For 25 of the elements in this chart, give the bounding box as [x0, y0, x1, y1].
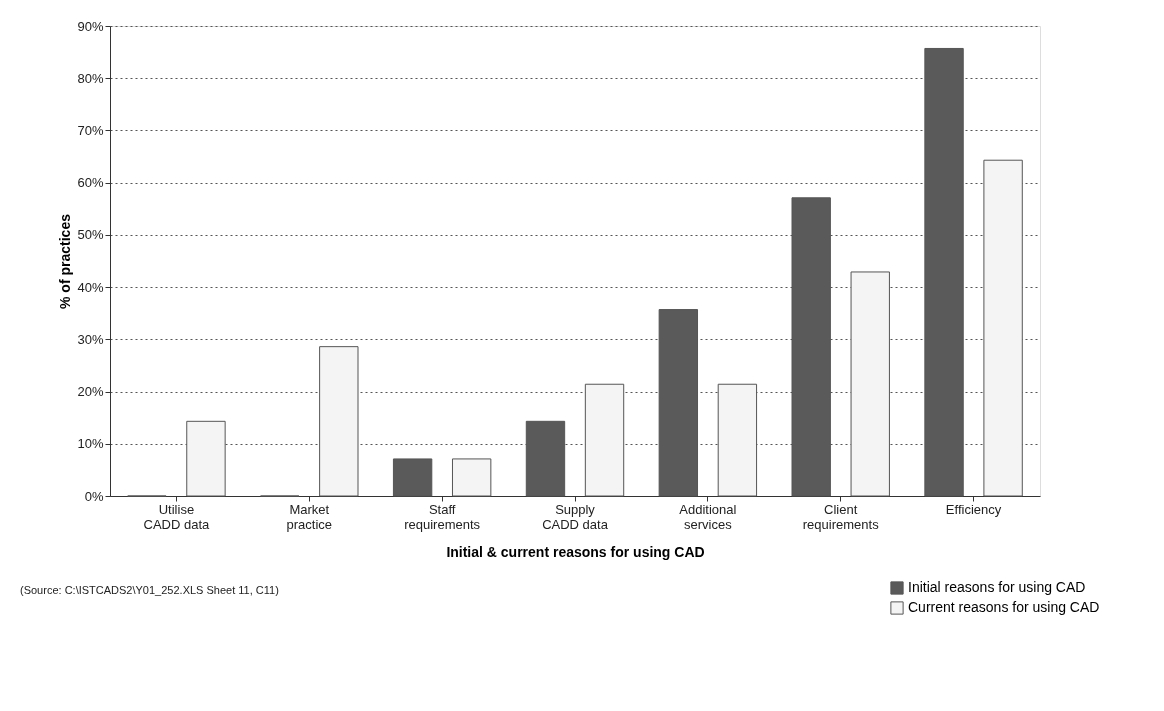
y-tick-label: 20%: [77, 384, 104, 400]
y-tick-label: 80%: [77, 70, 104, 86]
x-tick-label: Efficiency: [945, 501, 1002, 517]
bar: [392, 458, 433, 497]
x-tick-label: Client requirements: [802, 501, 880, 532]
text: (Source: C:\ISTCADS2\Y01_252.XLS Sheet 11, C11): [20, 584, 279, 596]
x-axis-title: Initial & current reasons for using CAD: [446, 543, 705, 560]
y-tick-label: 90%: [77, 18, 104, 34]
x-tick-label: Supply CADD data: [542, 501, 609, 532]
bar: [451, 458, 492, 497]
y-tick-label: 0%: [84, 488, 104, 504]
y-tick-label: 50%: [77, 227, 104, 243]
y-tick-label: 60%: [77, 175, 104, 191]
x-tick-label: Additional services: [679, 501, 737, 532]
y-tick-label: 10%: [77, 436, 104, 452]
legend-label: Initial reasons for using CAD: [908, 579, 1086, 595]
x-tick-label: Market practice: [286, 501, 333, 532]
x-tick-label: Staff requirements: [404, 501, 481, 532]
y-tick-label: 40%: [77, 279, 104, 295]
y-tick-label: 30%: [77, 331, 104, 347]
y-tick-label: 70%: [77, 122, 104, 138]
y-axis-title: % of practices: [57, 213, 74, 309]
x-tick-label: Utilise CADD data: [143, 501, 211, 532]
bar: [584, 383, 625, 497]
legend-label: Current reasons for using CAD: [908, 599, 1100, 615]
